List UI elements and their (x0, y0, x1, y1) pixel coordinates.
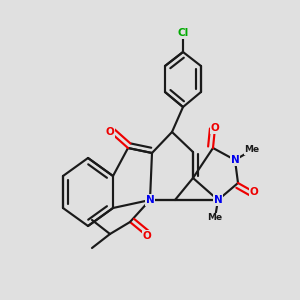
Text: O: O (106, 127, 114, 137)
Text: N: N (231, 155, 239, 165)
Text: O: O (142, 231, 152, 241)
Text: Me: Me (207, 214, 223, 223)
Text: O: O (250, 187, 258, 197)
Text: Me: Me (244, 146, 260, 154)
Text: Cl: Cl (177, 28, 189, 38)
Text: O: O (211, 123, 219, 133)
Text: N: N (214, 195, 222, 205)
Text: N: N (146, 195, 154, 205)
